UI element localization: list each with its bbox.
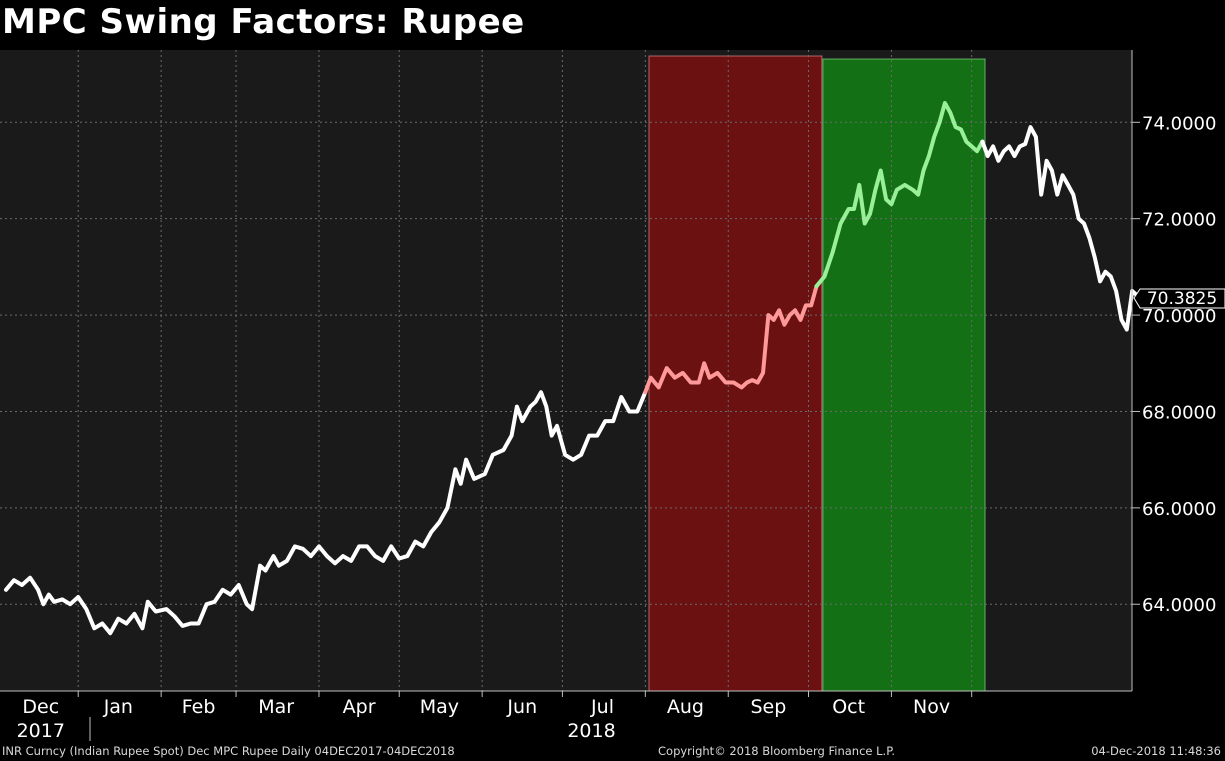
rupee-depreciation-period — [648, 55, 823, 692]
rupee-appreciation-period — [822, 58, 986, 692]
footer-series-info: INR Curncy (Indian Rupee Spot) Dec MPC R… — [2, 744, 455, 758]
y-tick-label-0: 64.0000 — [1142, 595, 1216, 616]
x-tick-label-8: Aug — [667, 696, 704, 718]
x-tick-label-9: Sep — [750, 696, 786, 718]
series-segment-0 — [4, 390, 648, 636]
x-axis-ticks: Dec Jan Feb Mar Apr May Jun Jul Aug Sep Oct Nov 2017… — [17, 691, 973, 742]
x-tick-label-1: Jan — [103, 696, 133, 718]
y-tick-label-3: 70.0000 — [1142, 306, 1216, 327]
y-tick-label-1: 66.0000 — [1142, 499, 1216, 520]
year-label-2018: 2018 — [567, 720, 615, 742]
x-tick-label-10: Oct — [832, 696, 865, 718]
footer-timestamp: 04-Dec-2018 11:48:36 — [1091, 744, 1221, 758]
grid — [0, 50, 1132, 691]
x-tick-label-2: Feb — [182, 696, 216, 718]
shaded-periods — [648, 55, 986, 692]
x-tick-label-3: Mar — [258, 696, 294, 718]
last-value-label: 70.3825 — [1147, 289, 1217, 309]
last-value-marker: 70.3825 — [1133, 288, 1225, 309]
y-axis-ticks: 64.0000 66.0000 68.0000 70.0000 72.0000 74.00… — [1132, 113, 1216, 616]
footer-copyright: Copyright© 2018 Bloomberg Finance L.P. — [658, 744, 895, 758]
x-tick-label-0: Dec — [22, 696, 59, 718]
y-tick-label-2: 68.0000 — [1142, 402, 1216, 423]
x-tick-label-11: Nov — [913, 696, 950, 718]
chart-title: MPC Swing Factors: Rupee — [2, 2, 525, 42]
year-label-2017: 2017 — [17, 720, 65, 742]
series-line — [4, 101, 1140, 636]
x-tick-label-7: Jul — [590, 696, 614, 718]
series-segment-1 — [643, 284, 819, 395]
last-value-box — [1133, 288, 1225, 309]
y-tick-label-5: 74.0000 — [1142, 113, 1216, 134]
y-tick-label-4: 72.0000 — [1142, 210, 1216, 231]
x-tick-label-4: Apr — [343, 696, 376, 718]
series-segment-3 — [980, 125, 1140, 332]
x-tick-label-5: May — [420, 696, 459, 718]
x-tick-label-6: Jun — [506, 696, 537, 718]
series-segment-2 — [814, 101, 985, 289]
